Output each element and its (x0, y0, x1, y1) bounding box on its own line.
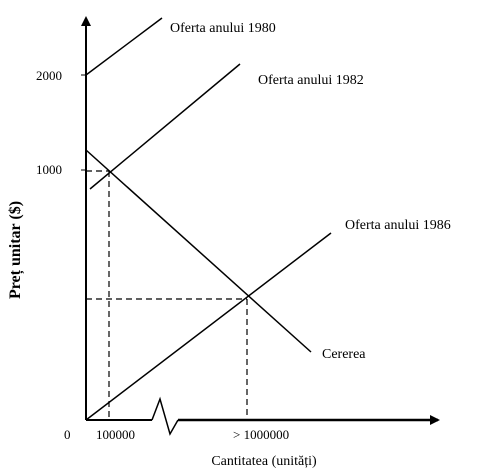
label-supply-1982: Oferta anului 1982 (258, 73, 364, 88)
supply-1986-line (85, 232, 332, 421)
y-tick-label-2000: 2000 (36, 68, 62, 83)
label-supply-1980: Oferta anului 1980 (170, 21, 276, 36)
supply-1982-line (89, 63, 241, 190)
y-tick-label-1000: 1000 (36, 162, 62, 177)
x-axis-break (151, 396, 179, 436)
x-tick-label-1000000: > 1000000 (233, 427, 289, 442)
origin-label: 0 (64, 427, 71, 442)
demand-line (85, 149, 312, 353)
y-axis-title: Preț unitar ($) (7, 201, 25, 299)
label-demand: Cererea (322, 347, 366, 362)
x-axis-title: Cantitatea (unități) (211, 454, 317, 469)
supply-1980-line (85, 17, 163, 76)
x-tick-label-100000: 100000 (96, 427, 135, 442)
label-supply-1986: Oferta anului 1986 (345, 218, 451, 233)
